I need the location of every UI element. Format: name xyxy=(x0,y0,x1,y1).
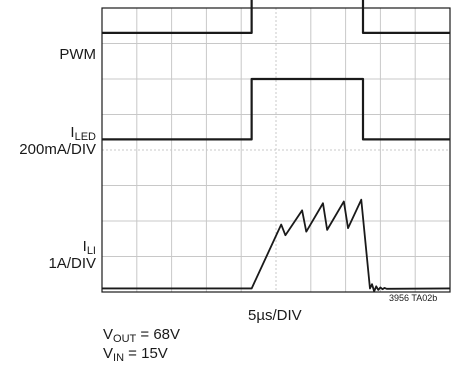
trace-pwm xyxy=(102,0,450,34)
vin-condition: VIN = 15V xyxy=(103,345,168,364)
traces xyxy=(102,0,451,293)
grid xyxy=(102,8,450,292)
iled-scale: 200mA/DIV xyxy=(19,141,96,158)
pwm-label: PWM xyxy=(59,46,96,63)
iled-label: ILED 200mA/DIV xyxy=(19,124,96,158)
trace-ili xyxy=(102,198,451,293)
vout-condition: VOUT = 68V xyxy=(103,326,181,345)
ili-label: ILI 1A/DIV xyxy=(48,238,96,272)
time-scale-label: 5µs/DIV xyxy=(248,307,302,324)
trace-iled xyxy=(102,77,450,141)
figure-id: 3956 TA02b xyxy=(389,293,438,303)
ili-scale: 1A/DIV xyxy=(48,255,96,272)
plot-frame xyxy=(101,7,451,293)
